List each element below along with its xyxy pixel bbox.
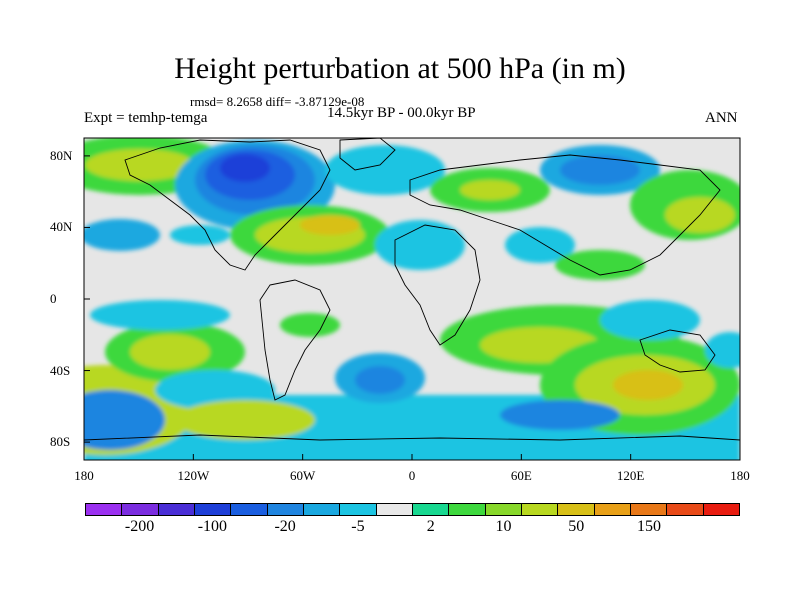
map-title: Height perturbation at 500 hPa (in m) — [174, 52, 626, 85]
tick-marks — [83, 155, 741, 460]
colorbar-box — [340, 504, 377, 515]
colorbar-box — [594, 504, 631, 515]
colorbar-label: -100 — [197, 518, 228, 535]
colorbar-box — [267, 504, 304, 515]
colorbar-box — [449, 504, 486, 515]
y-tick-label: 40N — [50, 219, 73, 235]
colorbar — [85, 503, 740, 516]
colorbar-box — [376, 504, 413, 515]
period-label: 14.5kyr BP - 00.0kyr BP — [327, 105, 476, 121]
x-tick-label: 120W — [177, 468, 210, 483]
colorbar-box — [158, 504, 195, 515]
colorbar-box — [231, 504, 268, 515]
colorbar-label: 150 — [637, 518, 662, 535]
y-tick-label: 40S — [50, 362, 71, 378]
colorbar-label: -5 — [351, 518, 365, 535]
season-label: ANN — [705, 110, 738, 126]
colorbar-label: -20 — [274, 518, 296, 535]
y-tick-label: 0 — [50, 291, 57, 306]
colorbar-box — [194, 504, 232, 515]
colorbar-box — [303, 504, 341, 515]
coastlines — [84, 138, 740, 441]
colorbar-label: 10 — [495, 518, 512, 535]
colorbar-box — [667, 504, 704, 515]
contour-fill — [84, 138, 740, 460]
colorbar-box — [703, 504, 739, 515]
x-tick-label: 0 — [408, 468, 416, 483]
colorbar-box — [412, 504, 450, 515]
x-tick-label: 120E — [616, 468, 645, 483]
experiment-label: Expt = temhp-temga — [84, 110, 208, 126]
colorbar-label: -200 — [124, 518, 155, 535]
colorbar-box — [558, 504, 595, 515]
x-tick-label: 60W — [290, 468, 316, 483]
colorbar-box — [485, 504, 522, 515]
x-tick-label: 60E — [510, 468, 532, 483]
stats-text: rmsd= 8.2658 diff= -3.87129e-08 — [190, 94, 365, 109]
x-tick-label: 180 — [74, 468, 94, 483]
colorbar-box — [86, 504, 123, 515]
x-tick-label: 180 — [730, 468, 750, 483]
y-tick-label: 80S — [50, 434, 71, 450]
colorbar-box — [122, 504, 159, 515]
colorbar-label: 2 — [426, 518, 435, 535]
colorbar-label: 50 — [568, 518, 585, 535]
colorbar-box — [521, 504, 559, 515]
colorbar-box — [630, 504, 668, 515]
y-tick-label: 80N — [50, 147, 73, 163]
